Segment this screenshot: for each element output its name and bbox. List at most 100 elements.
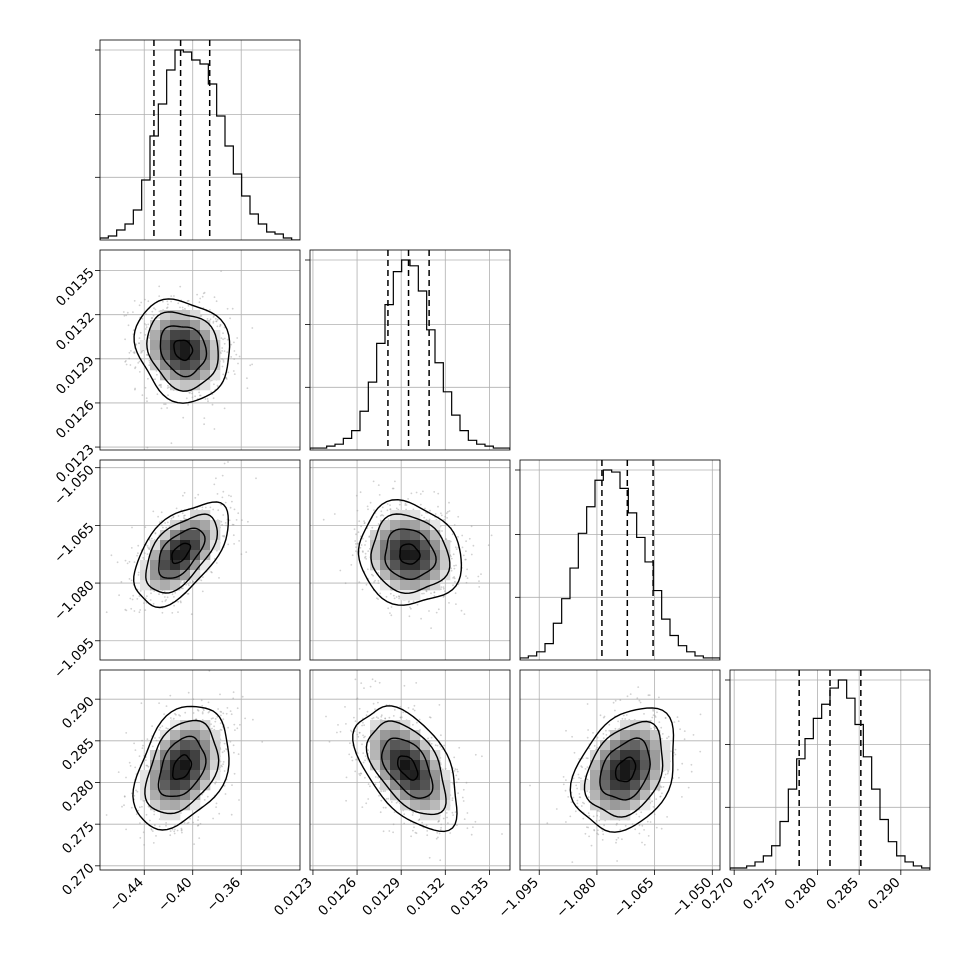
sample-point bbox=[144, 328, 147, 330]
sample-point bbox=[138, 611, 141, 614]
density-cell bbox=[170, 720, 181, 731]
contour-line bbox=[145, 513, 219, 594]
sample-point bbox=[380, 714, 383, 717]
sample-point bbox=[412, 508, 415, 511]
sample-point bbox=[146, 595, 148, 597]
sample-point bbox=[158, 384, 161, 387]
sample-point bbox=[123, 795, 126, 798]
sample-point bbox=[221, 751, 224, 754]
sample-point bbox=[173, 830, 176, 833]
sample-point bbox=[151, 725, 154, 727]
sample-point bbox=[220, 714, 222, 717]
sample-point bbox=[150, 828, 153, 830]
sample-point bbox=[123, 795, 126, 798]
density-cell bbox=[170, 750, 181, 761]
sample-point bbox=[384, 790, 387, 792]
sample-point bbox=[130, 579, 133, 582]
sample-point bbox=[355, 533, 357, 536]
sample-point bbox=[446, 517, 448, 519]
sample-point bbox=[367, 749, 370, 752]
sample-point bbox=[228, 494, 230, 497]
sample-point bbox=[442, 587, 445, 590]
sample-point bbox=[218, 577, 220, 579]
sample-point bbox=[374, 579, 376, 582]
sample-point bbox=[125, 363, 128, 366]
sample-point bbox=[365, 558, 368, 560]
sample-point bbox=[389, 508, 392, 511]
sample-point bbox=[146, 738, 149, 741]
sample-point bbox=[465, 575, 467, 578]
sample-point bbox=[378, 770, 381, 773]
sample-point bbox=[222, 514, 225, 516]
density-cell bbox=[390, 510, 401, 521]
sample-point bbox=[214, 718, 217, 720]
sample-point bbox=[151, 745, 154, 748]
sample-point bbox=[430, 742, 433, 745]
sample-point bbox=[216, 716, 219, 718]
sample-point bbox=[328, 740, 331, 743]
density-cell bbox=[160, 560, 171, 571]
sample-point bbox=[385, 798, 388, 800]
sample-point bbox=[372, 480, 375, 483]
sample-point bbox=[138, 342, 140, 345]
sample-point bbox=[453, 756, 456, 759]
sample-point bbox=[210, 391, 213, 393]
density-cell bbox=[440, 780, 451, 791]
sample-point bbox=[407, 707, 410, 709]
sample-point bbox=[194, 395, 197, 398]
sample-point bbox=[224, 522, 227, 524]
density-panel-2-0 bbox=[105, 461, 257, 616]
sample-point bbox=[225, 748, 227, 750]
sample-point bbox=[224, 501, 227, 504]
sample-point bbox=[129, 597, 132, 600]
sample-point bbox=[125, 732, 128, 734]
sample-point bbox=[374, 783, 377, 786]
density-cell bbox=[420, 570, 431, 581]
sample-point bbox=[175, 713, 177, 716]
sample-point bbox=[413, 704, 416, 707]
sample-point bbox=[389, 504, 391, 507]
sample-point bbox=[192, 712, 195, 714]
sample-point bbox=[466, 577, 469, 579]
sample-point bbox=[163, 590, 166, 593]
sample-point bbox=[151, 310, 154, 313]
sample-point bbox=[440, 514, 443, 517]
sample-point bbox=[162, 526, 164, 529]
sample-point bbox=[373, 509, 375, 511]
sample-point bbox=[447, 822, 449, 824]
density-cell bbox=[390, 530, 401, 541]
sample-point bbox=[374, 708, 376, 711]
sample-point bbox=[213, 314, 215, 317]
sample-point bbox=[241, 695, 244, 698]
sample-point bbox=[222, 712, 225, 715]
sample-point bbox=[386, 503, 389, 505]
sample-point bbox=[177, 611, 179, 613]
density-cell bbox=[370, 760, 381, 771]
density-cell bbox=[390, 720, 401, 731]
sample-point bbox=[223, 462, 226, 465]
sample-point bbox=[450, 555, 452, 558]
density-cell bbox=[420, 760, 431, 771]
density-cell bbox=[190, 370, 201, 381]
sample-point bbox=[378, 681, 381, 684]
sample-point bbox=[219, 323, 222, 326]
sample-point bbox=[379, 592, 382, 595]
sample-point bbox=[405, 508, 407, 511]
sample-point bbox=[220, 520, 223, 523]
density-cell bbox=[390, 730, 401, 741]
sample-point bbox=[143, 844, 146, 846]
sample-point bbox=[462, 800, 465, 802]
sample-point bbox=[219, 722, 222, 725]
sample-point bbox=[187, 821, 190, 824]
density-cell bbox=[210, 520, 221, 531]
sample-point bbox=[158, 383, 161, 386]
density-cell bbox=[420, 780, 431, 791]
sample-point bbox=[140, 301, 143, 304]
density-cell bbox=[170, 540, 181, 551]
sample-point bbox=[171, 612, 174, 614]
sample-point bbox=[210, 571, 213, 573]
sample-point bbox=[183, 518, 186, 520]
density-cell bbox=[160, 350, 171, 361]
sample-point bbox=[425, 824, 428, 827]
sample-point bbox=[157, 515, 160, 518]
